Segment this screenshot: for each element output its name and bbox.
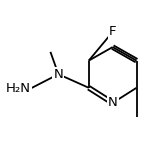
Text: F: F bbox=[109, 25, 116, 38]
Text: H₂N: H₂N bbox=[5, 82, 31, 95]
Text: N: N bbox=[53, 68, 63, 81]
Text: N: N bbox=[108, 96, 118, 109]
